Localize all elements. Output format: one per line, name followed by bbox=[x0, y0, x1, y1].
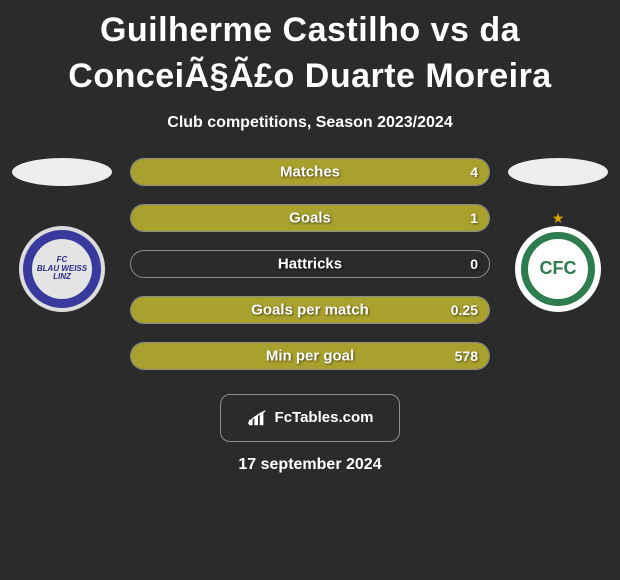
stat-row: Goals 1 bbox=[130, 204, 490, 232]
stat-row: Hattricks 0 bbox=[130, 250, 490, 278]
player-a-photo-placeholder bbox=[12, 158, 112, 186]
club-badge-a-inner: FC BLAU WEISS LINZ bbox=[32, 239, 92, 299]
date-text: 17 september 2024 bbox=[0, 456, 620, 474]
stat-label: Goals bbox=[289, 209, 331, 226]
badge-a-line3: LINZ bbox=[53, 273, 71, 281]
stat-value-right: 4 bbox=[470, 164, 478, 180]
star-icon: ★ bbox=[552, 210, 565, 227]
stat-value-right: 0 bbox=[470, 256, 478, 272]
stat-value-right: 578 bbox=[455, 348, 478, 364]
player-b-column: ★ CFC bbox=[508, 158, 608, 312]
stat-label: Hattricks bbox=[278, 255, 342, 272]
badge-b-center: CFC bbox=[540, 258, 577, 279]
comparison-row: FC BLAU WEISS LINZ Matches 4 Goals 1 Hattric… bbox=[0, 158, 620, 370]
stat-row: Goals per match 0.25 bbox=[130, 296, 490, 324]
stat-value-right: 0.25 bbox=[451, 302, 478, 318]
stat-row: Matches 4 bbox=[130, 158, 490, 186]
stat-row: Min per goal 578 bbox=[130, 342, 490, 370]
stat-label: Min per goal bbox=[266, 347, 354, 364]
page-title: Guilherme Castilho vs da ConceiÃ§Ã£o Dua… bbox=[0, 0, 620, 104]
bar-chart-icon bbox=[247, 409, 269, 427]
subtitle: Club competitions, Season 2023/2024 bbox=[0, 114, 620, 132]
player-a-column: FC BLAU WEISS LINZ bbox=[12, 158, 112, 312]
footer-brand-badge: FcTables.com bbox=[220, 394, 400, 442]
stat-label: Matches bbox=[280, 163, 340, 180]
stat-label: Goals per match bbox=[251, 301, 369, 318]
club-badge-b-ring: CFC bbox=[521, 232, 595, 306]
club-badge-a: FC BLAU WEISS LINZ bbox=[19, 226, 105, 312]
stats-bars: Matches 4 Goals 1 Hattricks 0 Goals per match 0… bbox=[130, 158, 490, 370]
player-b-photo-placeholder bbox=[508, 158, 608, 186]
footer-brand-text: FcTables.com bbox=[275, 409, 374, 426]
stat-value-right: 1 bbox=[470, 210, 478, 226]
club-badge-b: ★ CFC bbox=[515, 226, 601, 312]
